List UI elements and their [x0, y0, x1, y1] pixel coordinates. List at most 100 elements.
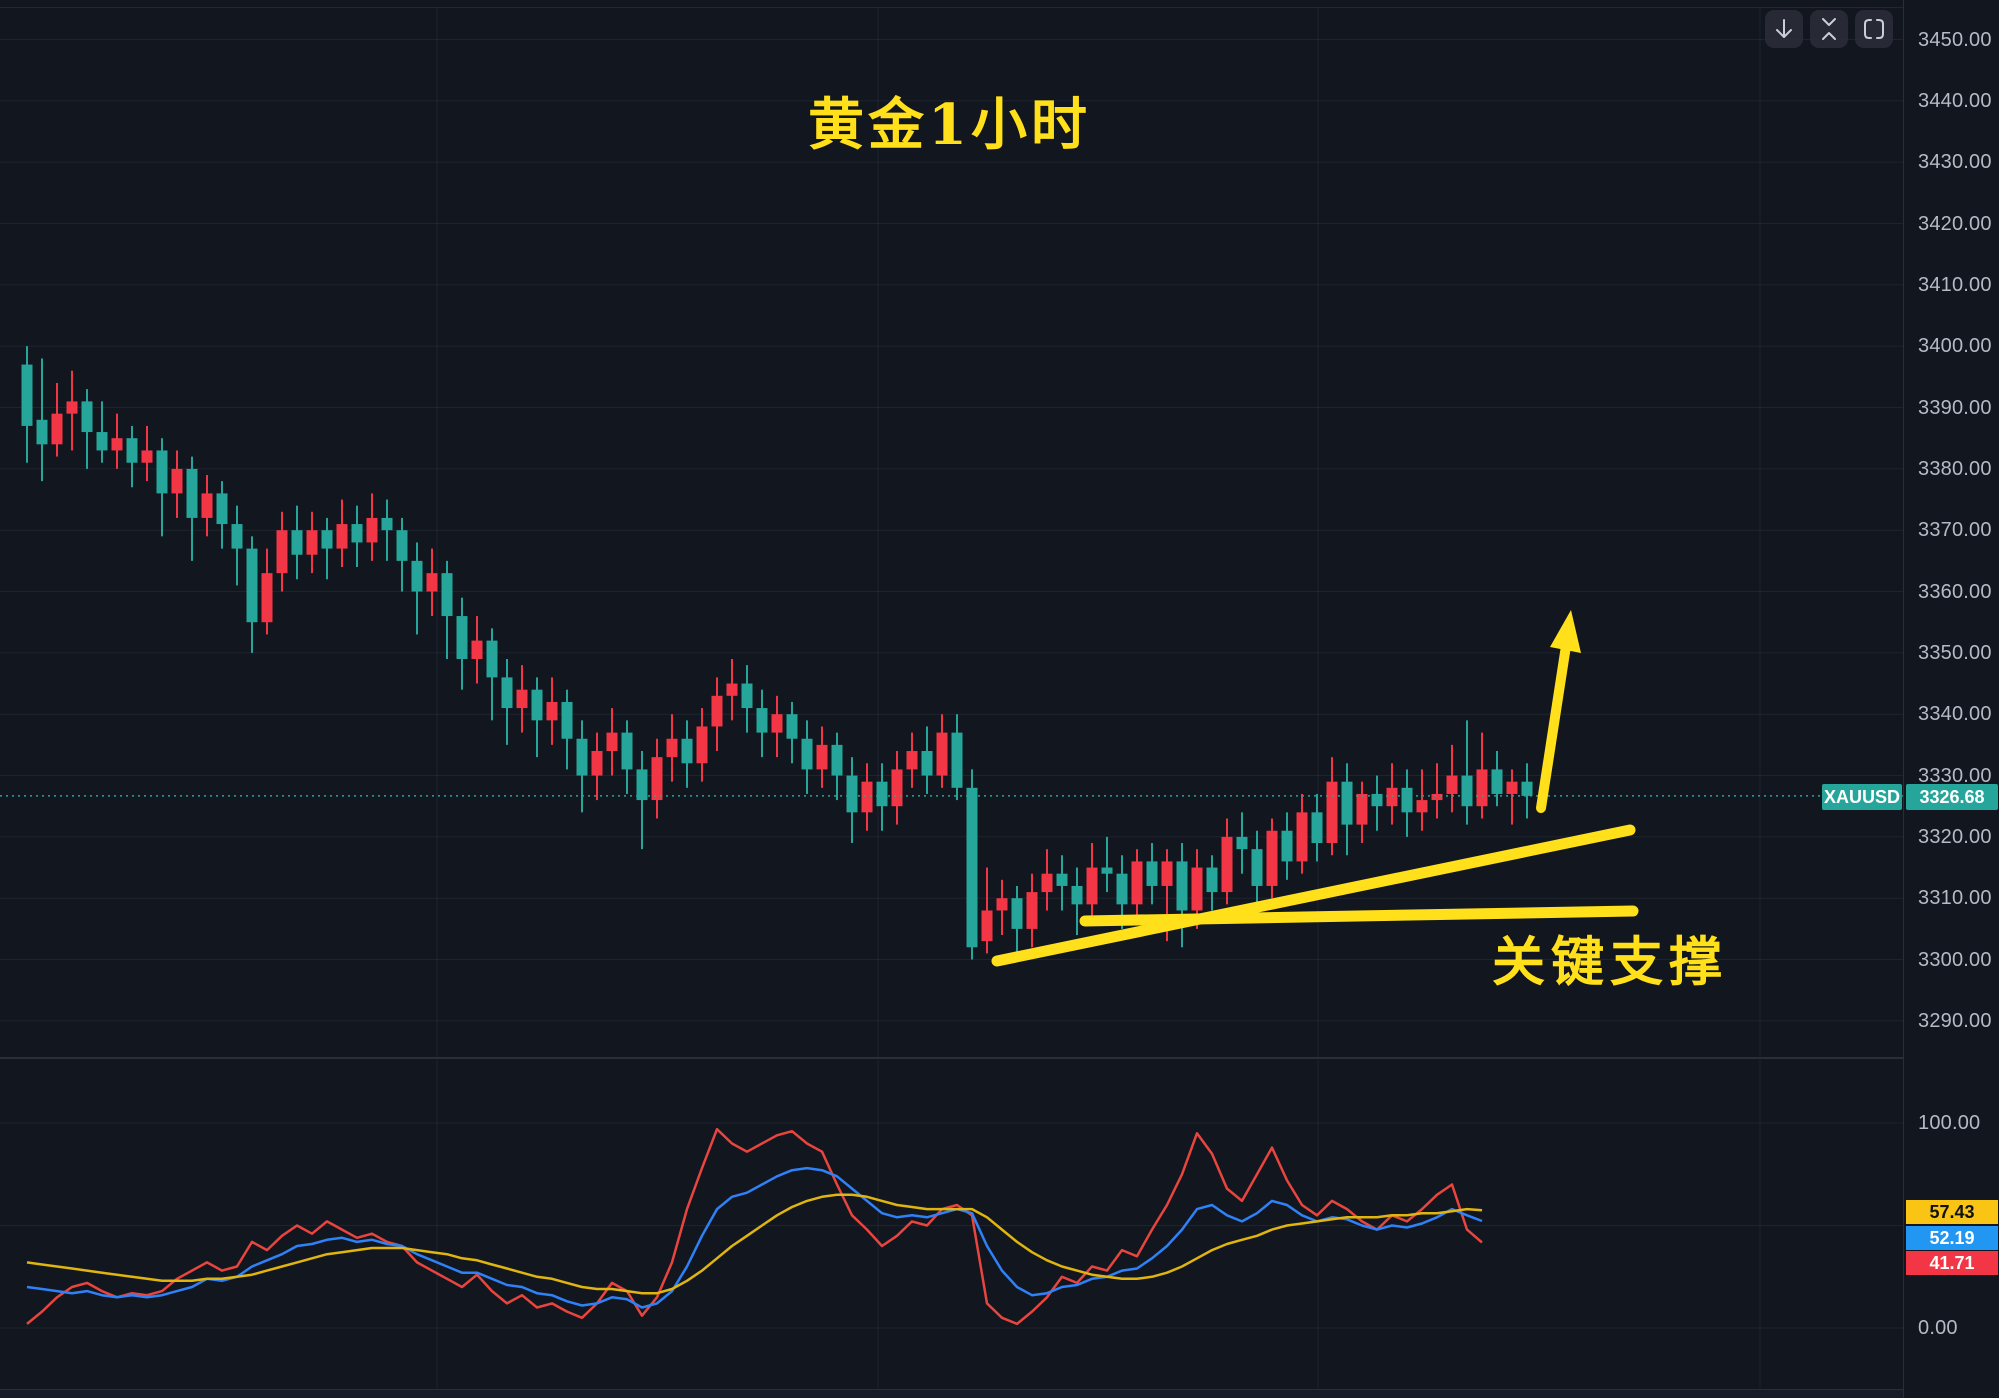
candle-body	[1431, 793, 1443, 801]
candle-body	[1011, 898, 1023, 929]
candle-body	[1071, 885, 1083, 905]
candle-body	[696, 726, 708, 764]
price-axis-label: 3440.00	[1918, 89, 1992, 112]
candle-body	[681, 738, 693, 764]
candle-body	[186, 468, 198, 518]
price-axis[interactable]: 3450.00 3440.00 3430.00 3420.00 3410.00 3400.…	[1903, 0, 1999, 1398]
price-axis-label: 3410.00	[1918, 273, 1992, 296]
price-axis-label: 3300.00	[1918, 948, 1992, 971]
candle-body	[966, 787, 978, 948]
price-axis-label: 3340.00	[1918, 703, 1992, 726]
time-axis-strip	[0, 1390, 1999, 1398]
candle-body	[1056, 873, 1068, 886]
oscillator-line-fast	[26, 1127, 1483, 1326]
candle-body	[651, 757, 663, 801]
candle-body	[981, 910, 993, 942]
candle-body	[396, 530, 408, 561]
price-axis-label: 3320.00	[1918, 825, 1992, 848]
candle-body	[1386, 787, 1398, 807]
candle-body	[666, 738, 678, 758]
candle-body	[906, 751, 918, 770]
candle-body	[1221, 836, 1233, 893]
candle-body	[786, 714, 798, 739]
candle-body	[1506, 781, 1518, 794]
price-axis-label: 3330.00	[1918, 764, 1992, 787]
up-arrow-shaft	[1536, 641, 1571, 813]
candle-body	[156, 450, 168, 494]
price-axis-label: 3450.00	[1918, 28, 1992, 51]
candle-body	[471, 640, 483, 660]
candle-body	[1041, 873, 1053, 893]
candle-body	[171, 468, 183, 494]
candle-body	[426, 573, 438, 592]
arrow-down-icon	[1776, 19, 1792, 38]
oscillator-value-tag-slow: 57.43	[1906, 1200, 1998, 1224]
candle-body	[501, 677, 513, 709]
candle-body	[336, 524, 348, 549]
candle-body	[606, 732, 618, 752]
candle-body	[276, 530, 288, 574]
key-support-annotation: 关键支撑	[1492, 931, 1728, 993]
chart-title-annotation: 黄金1小时	[808, 92, 1091, 158]
price-axis-label: 0.00	[1918, 1317, 1958, 1339]
pane-top-border	[0, 7, 1903, 8]
candle-body	[261, 573, 273, 623]
pane-separator	[0, 1057, 1903, 1059]
collapse-vertical-icon	[1822, 18, 1836, 40]
candle-body	[1341, 781, 1353, 825]
candle-body	[1446, 775, 1458, 794]
up-arrow-head	[1550, 610, 1581, 653]
candle-body	[1086, 867, 1098, 905]
candle-body	[891, 769, 903, 807]
candle-body	[1311, 812, 1323, 844]
candle-body	[741, 683, 753, 709]
candle-body	[1326, 781, 1338, 844]
candle-body	[111, 438, 123, 451]
candle-body	[1461, 775, 1473, 807]
candle-body	[1491, 769, 1503, 794]
candle-body	[921, 751, 933, 776]
candle-body	[1416, 800, 1428, 813]
candle-body	[81, 401, 93, 433]
candle-body	[1521, 781, 1533, 796]
scroll-to-latest-button[interactable]	[1765, 10, 1803, 48]
candle-body	[531, 689, 543, 721]
candle-body	[516, 689, 528, 709]
price-axis-label: 3430.00	[1918, 151, 1992, 174]
candle-body	[66, 401, 78, 414]
price-axis-label: 3380.00	[1918, 457, 1992, 480]
fullscreen-button[interactable]	[1855, 10, 1893, 48]
frame-icon	[1864, 19, 1884, 39]
candle-body	[621, 732, 633, 770]
candle-body	[1401, 787, 1413, 813]
candle-body	[1191, 867, 1203, 911]
candle-body	[1476, 769, 1488, 807]
candle-body	[711, 695, 723, 727]
candle-body	[216, 493, 228, 525]
oscillator-line-mid	[26, 1166, 1483, 1309]
candle-body	[231, 524, 243, 549]
candle-body	[876, 781, 888, 807]
candle-body	[1251, 849, 1263, 886]
price-axis-label: 3350.00	[1918, 641, 1992, 664]
price-axis-label: 3370.00	[1918, 519, 1992, 542]
candle-body	[846, 775, 858, 813]
collapse-pane-button[interactable]	[1810, 10, 1848, 48]
candle-body	[936, 732, 948, 776]
candle-body	[246, 548, 258, 623]
candle-body	[1236, 836, 1248, 850]
oscillator-value-tag-mid: 52.19	[1906, 1226, 1998, 1250]
candle-body	[486, 640, 498, 678]
candle-body	[546, 701, 558, 721]
candle-body	[51, 413, 63, 445]
price-axis-label: 3290.00	[1918, 1009, 1992, 1032]
price-axis-label: 100.00	[1918, 1112, 1981, 1134]
candle-body	[141, 450, 153, 463]
candle-body	[861, 781, 873, 813]
candle-body	[96, 432, 108, 451]
candle-body	[726, 683, 738, 696]
candle-body	[801, 738, 813, 770]
last-price-tag: 3326.68	[1906, 784, 1998, 810]
